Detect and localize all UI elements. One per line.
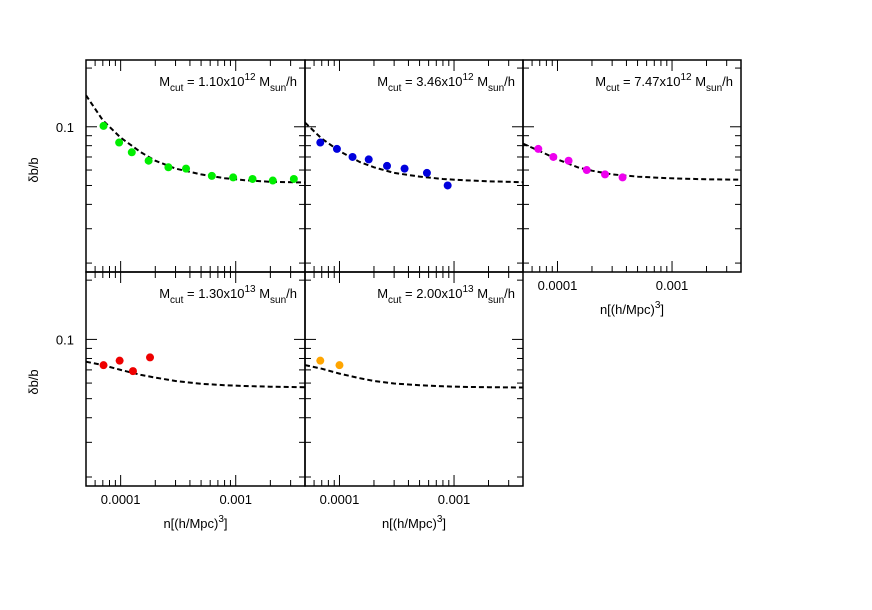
- x-tick-label: 0.0001: [101, 492, 141, 507]
- data-point: [144, 156, 153, 165]
- fit-curve: [523, 142, 741, 181]
- data-point: [99, 361, 108, 370]
- data-point: [207, 171, 216, 180]
- fit-curve: [86, 360, 305, 389]
- y-tick-label: 0.1: [56, 120, 74, 135]
- data-point: [582, 166, 591, 175]
- panel-title: Mcut = 1.30x1013 Msun/h: [159, 284, 297, 306]
- data-point: [332, 144, 341, 153]
- y-axis-label-bottom: δb/b: [26, 369, 41, 394]
- data-point: [127, 148, 136, 157]
- y-tick-label: 0.1: [56, 332, 74, 347]
- data-point: [99, 121, 108, 130]
- data-point: [618, 173, 627, 182]
- data-point: [364, 155, 373, 164]
- data-point: [549, 152, 558, 161]
- data-point: [164, 163, 173, 172]
- data-point: [316, 138, 325, 147]
- x-axis-label: n[(h/Mpc)3]: [382, 514, 446, 531]
- data-point: [400, 164, 409, 173]
- data-point: [335, 361, 344, 370]
- x-tick-label: 0.001: [438, 492, 471, 507]
- x-tick-label: 0.0001: [538, 278, 578, 293]
- data-point: [534, 144, 543, 153]
- x-axis-label: n[(h/Mpc)3]: [163, 514, 227, 531]
- panel-mcut-1-30e13: 0.0001 0.001 n[(h/Mpc)3] 0.1 Mcut = 1.30x101…: [56, 271, 306, 531]
- panel-mcut-2-00e13: 0.0001 0.001 n[(h/Mpc)3] Mcut = 2.00x1013 M…: [304, 271, 524, 531]
- panel-mcut-7-47e12: 0.0001 0.001 n[(h/Mpc)3] Mcut = 7.47x1012 M…: [522, 59, 742, 317]
- fit-curve: [305, 364, 523, 389]
- panel-title: Mcut = 1.10x1012 Msun/h: [159, 72, 297, 94]
- data-point: [182, 164, 191, 173]
- data-point: [115, 356, 124, 365]
- panel-title: Mcut = 2.00x1013 Msun/h: [377, 284, 515, 306]
- x-tick-label: 0.0001: [320, 492, 360, 507]
- data-point: [229, 173, 238, 182]
- panel-title: Mcut = 3.46x1012 Msun/h: [377, 72, 515, 94]
- data-point: [443, 181, 452, 190]
- plot-frame: [304, 271, 524, 487]
- data-point: [601, 170, 610, 179]
- panel-mcut-1-10e12: 0.1 Mcut = 1.10x1012 Msun/h: [56, 59, 306, 273]
- data-point: [268, 176, 277, 185]
- data-point: [383, 161, 392, 170]
- x-axis-label: n[(h/Mpc)3]: [600, 300, 664, 317]
- data-point: [248, 174, 257, 183]
- data-point: [564, 156, 573, 165]
- data-point: [146, 353, 155, 362]
- data-point: [115, 138, 124, 147]
- data-point: [316, 356, 325, 365]
- panel-mcut-3-46e12: Mcut = 3.46x1012 Msun/h: [304, 59, 524, 273]
- x-tick-label: 0.001: [656, 278, 689, 293]
- panel-title: Mcut = 7.47x1012 Msun/h: [595, 72, 733, 94]
- y-axis-label-top: δb/b: [26, 157, 41, 182]
- data-point: [128, 367, 137, 376]
- data-point: [289, 174, 298, 183]
- data-point: [422, 168, 431, 177]
- x-tick-label: 0.001: [219, 492, 252, 507]
- data-point: [348, 152, 357, 161]
- plot-frame: [522, 59, 742, 273]
